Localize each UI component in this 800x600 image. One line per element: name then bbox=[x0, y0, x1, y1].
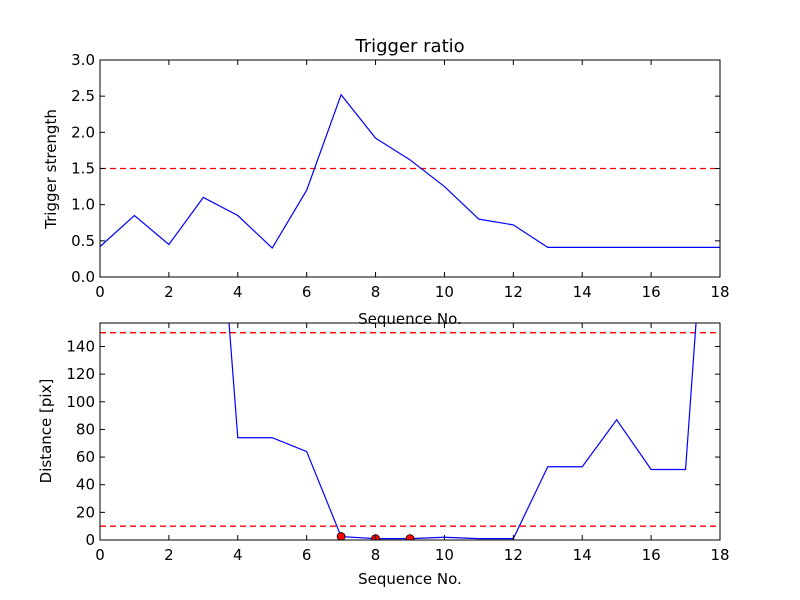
y-tick-label: 40 bbox=[76, 476, 95, 494]
x-axis-label: Sequence No. bbox=[358, 310, 462, 328]
tick-group: 0 2 4 6 8 10 12 14 16 18 0 20 40 60 80 100 120 140 bbox=[66, 323, 730, 564]
y-tick-label: 1.5 bbox=[71, 160, 95, 178]
x-tick-label: 14 bbox=[573, 546, 592, 564]
chart-trigger-ratio: Trigger ratio 0 2 4 6 8 10 12 14 16 18 0.0 0.5 1.0 1.… bbox=[42, 36, 730, 328]
axes-frame bbox=[99, 322, 721, 541]
x-tick-label: 6 bbox=[302, 283, 312, 301]
y-tick-label: 140 bbox=[66, 337, 95, 355]
tick-group: 0 2 4 6 8 10 12 14 16 18 0.0 0.5 1.0 1.5 2.0 2.5 3.0 bbox=[71, 51, 729, 301]
y-tick-label: 80 bbox=[76, 420, 95, 438]
chart-title: Trigger ratio bbox=[354, 36, 464, 57]
x-tick-label: 18 bbox=[710, 283, 729, 301]
y-tick-label: 120 bbox=[66, 365, 95, 383]
y-axis-label: Trigger strength bbox=[42, 109, 60, 230]
series-line bbox=[228, 323, 697, 540]
plot-area bbox=[100, 323, 720, 540]
x-axis-label: Sequence No. bbox=[358, 570, 462, 588]
x-tick-label: 12 bbox=[504, 546, 523, 564]
y-tick-label: 0 bbox=[85, 531, 95, 549]
x-tick-label: 4 bbox=[233, 546, 243, 564]
x-tick-label: 6 bbox=[302, 546, 312, 564]
series-line bbox=[100, 93, 720, 250]
y-tick-label: 2.5 bbox=[71, 87, 95, 105]
x-tick-label: 2 bbox=[164, 283, 174, 301]
x-tick-label: 14 bbox=[573, 283, 592, 301]
y-tick-label: 20 bbox=[76, 503, 95, 521]
y-tick-label: 1.0 bbox=[71, 196, 95, 214]
x-tick-label: 16 bbox=[642, 546, 661, 564]
x-tick-label: 10 bbox=[435, 283, 454, 301]
y-tick-label: 0.0 bbox=[71, 268, 95, 286]
x-tick-label: 10 bbox=[435, 546, 454, 564]
x-tick-label: 4 bbox=[233, 283, 243, 301]
chart-distance: 0 2 4 6 8 10 12 14 16 18 0 20 40 60 80 100 120 140 Sequen… bbox=[37, 322, 730, 588]
plot-area bbox=[100, 93, 720, 250]
data-point-marker bbox=[405, 534, 415, 540]
data-point-marker bbox=[336, 532, 346, 540]
x-tick-label: 0 bbox=[95, 283, 105, 301]
x-tick-label: 0 bbox=[95, 546, 105, 564]
y-tick-label: 100 bbox=[66, 393, 95, 411]
x-tick-label: 2 bbox=[164, 546, 174, 564]
x-tick-label: 18 bbox=[710, 546, 729, 564]
x-tick-label: 16 bbox=[642, 283, 661, 301]
y-tick-label: 2.0 bbox=[71, 123, 95, 141]
y-tick-label: 3.0 bbox=[71, 51, 95, 69]
x-tick-label: 12 bbox=[504, 283, 523, 301]
y-tick-label: 60 bbox=[76, 448, 95, 466]
y-tick-label: 0.5 bbox=[71, 232, 95, 250]
x-tick-label: 8 bbox=[371, 283, 381, 301]
y-axis-label: Distance [pix] bbox=[37, 379, 55, 484]
x-tick-label: 8 bbox=[371, 546, 381, 564]
